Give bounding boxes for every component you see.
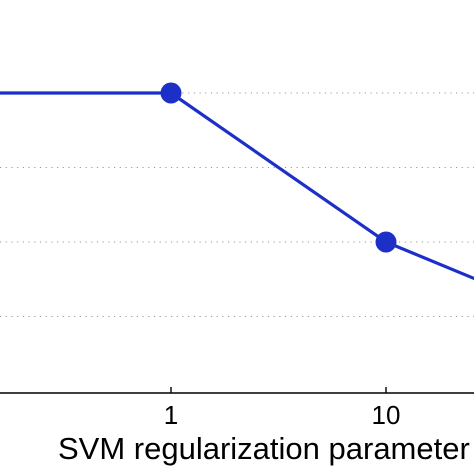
data-point: [160, 82, 182, 104]
series: [0, 82, 474, 281]
data-point: [375, 231, 397, 253]
x-tick-label: 1: [164, 400, 178, 430]
series-line: [0, 91, 474, 281]
x-tick-label: 10: [372, 400, 401, 430]
gridlines: [0, 92, 474, 317]
x-axis-title: SVM regularization parameter: [58, 431, 470, 466]
x-ticks: 1 10: [164, 387, 401, 430]
